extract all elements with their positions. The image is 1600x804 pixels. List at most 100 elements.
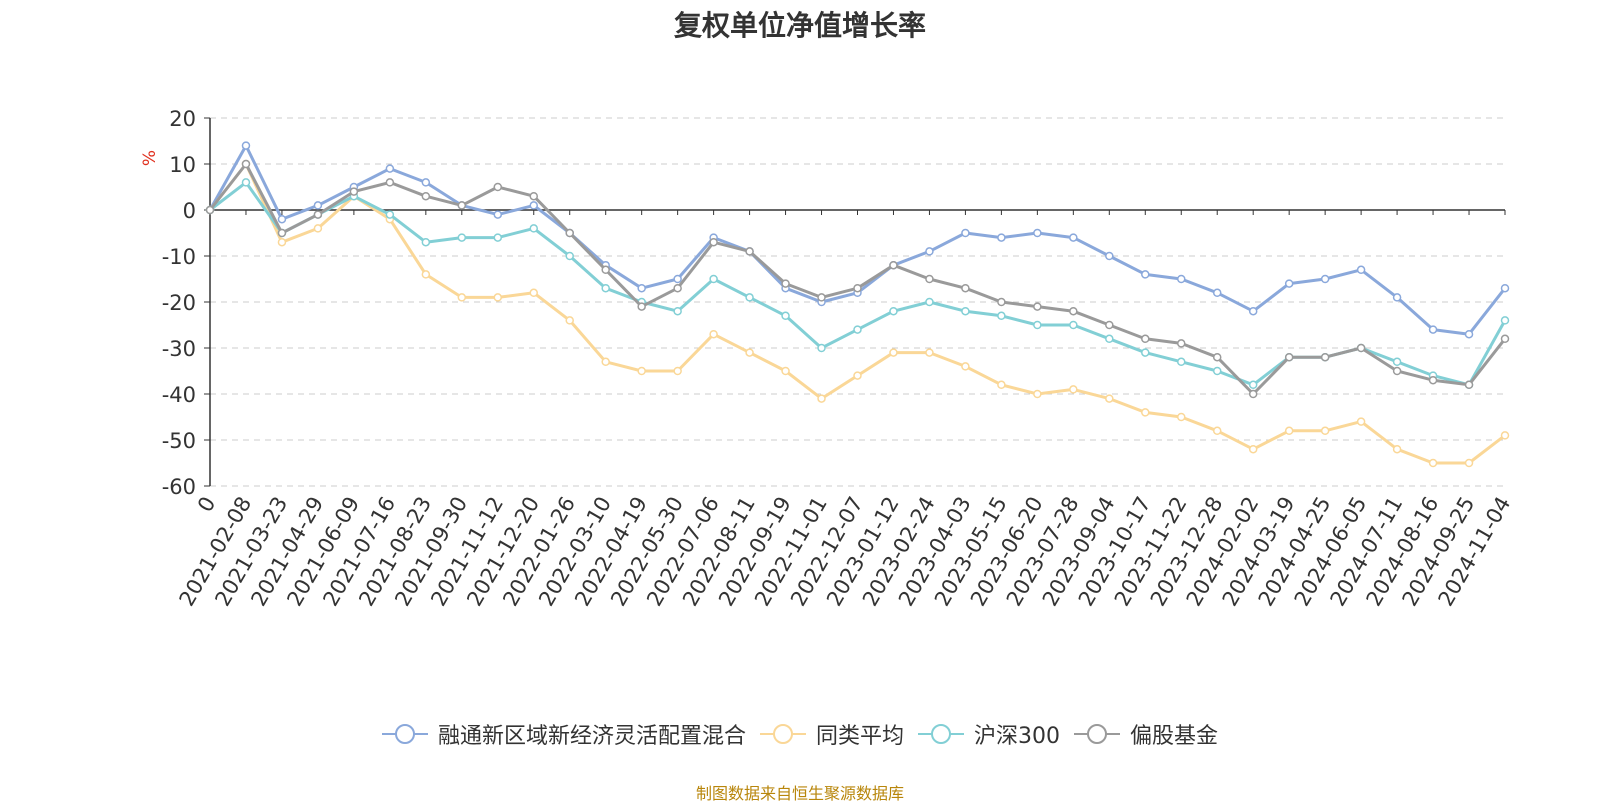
data-point [673,274,682,284]
data-point [1356,265,1366,275]
data-point [925,348,934,357]
data-point [313,210,323,219]
data-point [1248,380,1258,390]
series-3 [205,159,1510,399]
legend-item[interactable]: 融通新区域新经济灵活配置混合 [381,718,746,750]
data-point [421,270,431,279]
data-point [745,247,754,256]
data-point [1392,366,1402,376]
data-point [1069,306,1078,316]
data-point [1248,389,1258,399]
data-point [1392,357,1402,367]
y-tick-label: 10 [169,153,196,177]
data-point [1177,339,1186,348]
chart-title: 复权单位净值增长率 [673,9,926,42]
data-point [529,201,538,210]
data-point [1141,270,1150,279]
legend-swatch-icon [918,724,964,744]
data-point [1212,352,1222,362]
data-point [1033,302,1042,311]
data-point [997,233,1006,242]
data-point [1105,320,1114,330]
y-tick-label: -60 [162,475,196,499]
data-point [349,187,359,196]
data-point [709,329,718,339]
data-point [781,366,790,376]
data-point [205,205,215,215]
data-point [277,237,287,247]
data-point [529,288,538,298]
data-point [745,293,754,302]
data-point [925,247,934,256]
data-point [1212,288,1222,298]
data-point [853,283,862,293]
grid-lines [210,117,1505,487]
data-point [853,371,862,380]
data-point [1428,325,1438,334]
data-point [241,159,251,169]
y-tick-label: 20 [169,107,196,131]
data-point [1320,274,1330,284]
y-tick-label: -20 [162,291,196,315]
source-note: 制图数据来自恒生聚源数据库 [695,784,904,803]
series-1 [205,159,1510,468]
data-point [1356,343,1366,353]
data-point [997,297,1006,307]
data-point [1464,329,1474,339]
legend: 融通新区域新经济灵活配置混合 同类平均 沪深300 偏股基金 [0,718,1600,750]
y-tick-label: -10 [162,245,196,269]
data-point [1500,316,1510,325]
data-point [493,210,503,219]
data-point [1105,251,1114,261]
data-point [637,283,646,293]
data-point [385,164,395,173]
data-point [745,348,754,357]
data-point [1105,334,1114,344]
data-point [1105,394,1114,403]
data-point [925,274,934,284]
y-tick-label: -50 [162,429,196,453]
legend-item[interactable]: 偏股基金 [1074,718,1218,750]
data-point [313,224,323,233]
data-point [961,362,970,371]
data-point [493,293,503,302]
series-layer [205,141,1510,468]
data-point [565,228,574,238]
data-point [1033,228,1042,238]
data-point [889,306,898,316]
data-point [1320,352,1330,362]
data-point [529,191,538,201]
data-point [1392,293,1402,302]
data-point [421,237,431,247]
data-point [277,228,287,238]
data-point [637,302,646,311]
data-point [1500,334,1510,344]
data-point [889,348,898,357]
data-point [1177,274,1186,284]
y-tick-label: -40 [162,383,196,407]
legend-item[interactable]: 同类平均 [759,718,904,750]
legend-swatch-icon [381,724,428,744]
data-point [1177,357,1186,367]
data-point [565,251,574,261]
data-point [421,191,431,201]
legend-label: 同类平均 [815,724,904,749]
data-point [1464,380,1474,390]
data-point [997,380,1006,390]
data-point [961,283,970,293]
data-point [1392,444,1402,454]
data-point [529,224,538,233]
data-point [673,306,682,316]
legend-label: 沪深300 [974,724,1060,749]
data-point [673,366,682,376]
data-point [1464,458,1474,468]
data-point [637,366,646,376]
data-point [961,306,970,316]
legend-label: 融通新区域新经济灵活配置混合 [437,724,746,749]
legend-item[interactable]: 沪深300 [918,718,1060,750]
data-point [313,201,323,210]
y-axis-label: % [140,150,160,166]
data-point [457,233,467,242]
data-point [709,237,718,247]
data-point [565,316,574,325]
